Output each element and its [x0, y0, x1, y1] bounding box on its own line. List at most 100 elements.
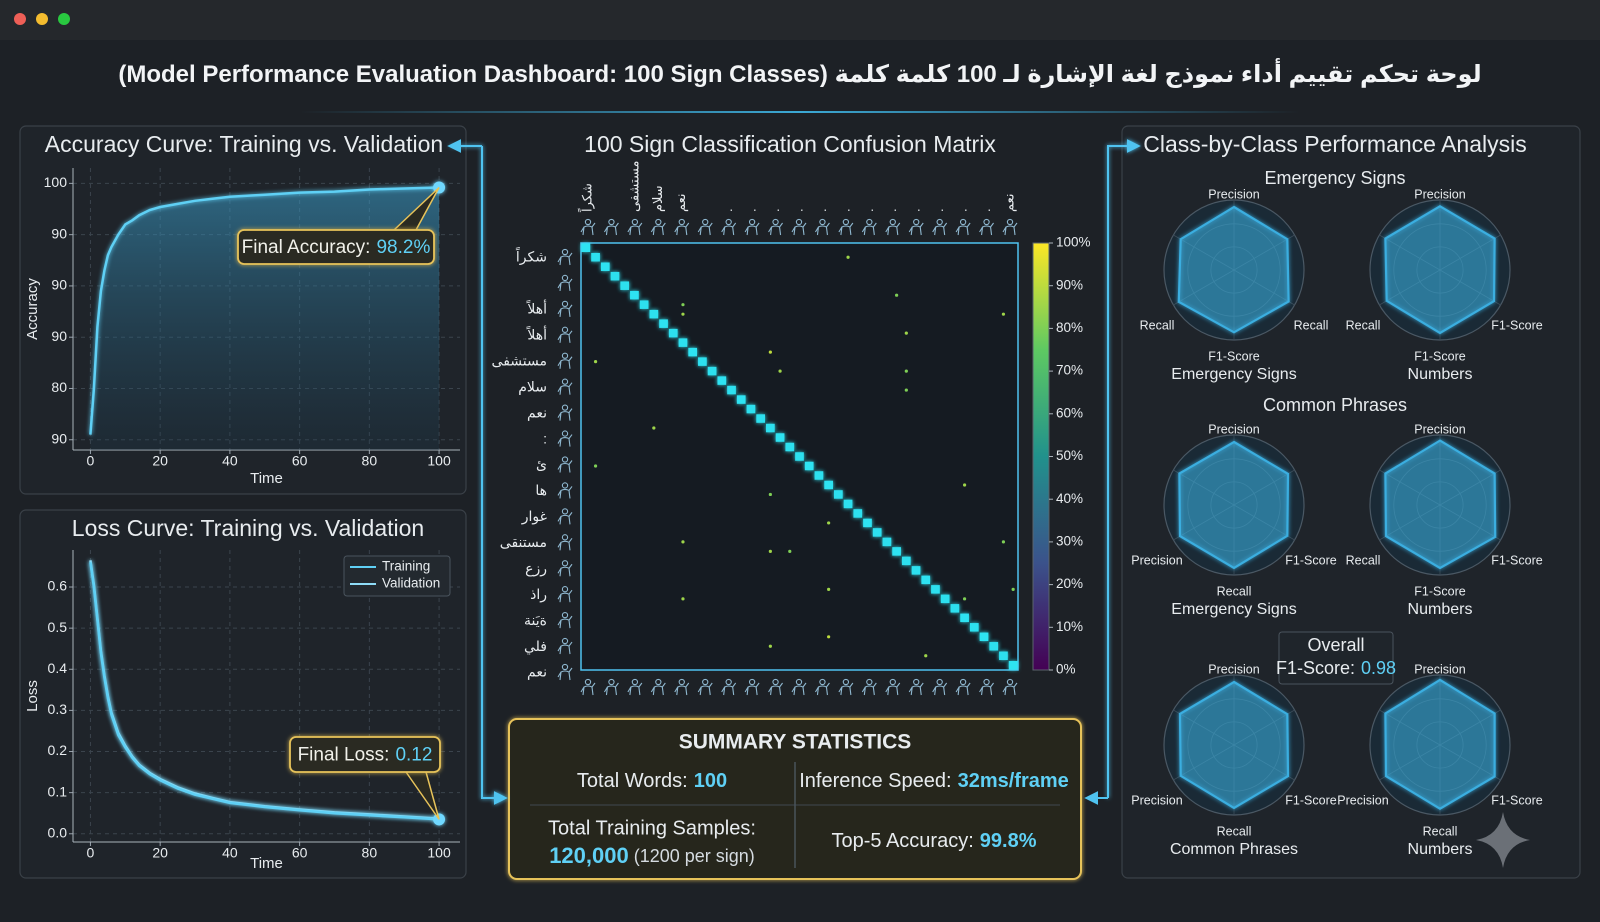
- y-tick-label: 0.4: [48, 660, 68, 676]
- diagonal-cell: [892, 547, 901, 556]
- person-icon: [768, 218, 783, 236]
- diagonal-cell: [600, 262, 610, 271]
- diagonal-cell: [814, 471, 824, 480]
- col-label: .: [931, 208, 946, 212]
- off-diagonal-cell: [768, 492, 772, 497]
- icon-body: [674, 682, 690, 696]
- icon-head: [959, 678, 967, 686]
- icon-body: [908, 682, 924, 696]
- diagonal-cell: [766, 423, 775, 433]
- colorbar-label: 20%: [1056, 576, 1083, 591]
- row-label: نعم: [527, 664, 547, 681]
- off-diagonal-cell: [788, 549, 792, 553]
- radar-polygon: [1178, 680, 1290, 810]
- icon-head: [561, 663, 569, 671]
- row-label: فلي: [524, 638, 547, 655]
- diagonal-cell: [591, 252, 600, 262]
- line: [89, 562, 440, 821]
- diagonal-cell: [620, 281, 630, 290]
- off-diagonal-cell: [681, 540, 685, 544]
- icon-head: [725, 678, 732, 686]
- off-diagonal-cell: [1011, 587, 1015, 591]
- radar-axis-label: F1-Score: [1285, 553, 1336, 567]
- radar-axis-label: F1-Score: [1285, 793, 1336, 807]
- icon-head: [866, 678, 873, 686]
- note-text: (1200 per sign): [634, 846, 755, 866]
- radar-axis-label: F1-Score: [1208, 349, 1259, 363]
- radar-polygon: [1177, 205, 1290, 334]
- icon-head: [561, 482, 569, 489]
- summary-item: Inference Speed: 32ms/frame: [799, 770, 1069, 792]
- icon-head: [561, 378, 569, 385]
- y-tick-label: 0.5: [48, 619, 68, 635]
- diagonal-cell: [736, 395, 746, 404]
- diagonal-cell: [853, 509, 863, 518]
- summary-value: 120,000 (1200 per sign): [549, 843, 755, 868]
- person-icon: [814, 678, 830, 696]
- col-label: .: [978, 208, 993, 212]
- diagonal-cell: [960, 613, 969, 623]
- person-icon: [932, 678, 948, 696]
- icon-body: [557, 304, 573, 317]
- x-tick-label: 100: [427, 453, 451, 469]
- person-icon: [557, 534, 573, 551]
- off-diagonal-cell: [904, 331, 908, 335]
- off-diagonal-cell: [681, 597, 685, 601]
- off-diagonal-cell: [681, 303, 685, 307]
- diagonal-cell: [678, 338, 688, 347]
- radar-caption: Numbers: [1408, 841, 1473, 858]
- person-icon: [627, 218, 643, 236]
- chart-title: 100 Sign Classification Confusion Matrix: [584, 131, 996, 157]
- icon-body: [580, 222, 596, 236]
- icon-body: [768, 682, 783, 696]
- col-label: نعم: [673, 193, 689, 212]
- diagonal-cell: [979, 632, 989, 642]
- off-diagonal-cell: [904, 369, 908, 373]
- row-label: ةيَنة: [524, 612, 547, 628]
- icon-head: [608, 678, 615, 686]
- off-diagonal-cell: [827, 635, 831, 639]
- row-label: راذ: [530, 586, 547, 603]
- person-icon: [557, 482, 573, 499]
- icon-head: [561, 508, 569, 515]
- label-text: Top-5 Accuracy:: [831, 830, 973, 852]
- icon-body: [838, 222, 854, 236]
- minimize-button[interactable]: [36, 13, 48, 25]
- icon-body: [697, 682, 713, 696]
- radar-axis-label: Recall: [1423, 824, 1458, 838]
- icon-head: [702, 678, 709, 686]
- value-text: 99.8%: [980, 830, 1037, 852]
- icon-head: [842, 678, 850, 686]
- person-icon: [580, 678, 596, 696]
- person-icon: [557, 300, 573, 317]
- icon-body: [697, 222, 713, 236]
- col-label: .: [908, 208, 923, 212]
- icon-head: [608, 218, 615, 226]
- icon-head: [561, 352, 569, 359]
- person-icon: [557, 378, 573, 395]
- icon-body: [557, 330, 573, 343]
- colorbar-label: 70%: [1056, 363, 1083, 378]
- x-tick-label: 80: [362, 453, 378, 469]
- icon-head: [561, 404, 569, 411]
- maximize-button[interactable]: [58, 13, 70, 25]
- col-label: نعم: [1001, 193, 1017, 212]
- y-tick-label: 90: [51, 225, 67, 241]
- radar-axis-label: Precision: [1337, 793, 1388, 807]
- icon-head: [748, 218, 756, 226]
- person-icon: [650, 218, 666, 236]
- person-icon: [674, 678, 690, 696]
- person-icon: [908, 678, 924, 696]
- y-tick-label: 90: [51, 430, 67, 446]
- x-tick-label: 100: [427, 845, 451, 861]
- diagonal-cell: [824, 480, 833, 490]
- row-label: مستنقى: [500, 534, 547, 550]
- diagonal-cell: [688, 347, 698, 357]
- close-button[interactable]: [14, 13, 26, 25]
- off-diagonal-cell: [962, 597, 967, 601]
- radar-caption: Numbers: [1408, 366, 1473, 383]
- icon-head: [936, 218, 943, 226]
- group-title: Common Phrases: [1263, 395, 1407, 415]
- icon-body: [768, 222, 783, 236]
- icon-head: [889, 678, 896, 686]
